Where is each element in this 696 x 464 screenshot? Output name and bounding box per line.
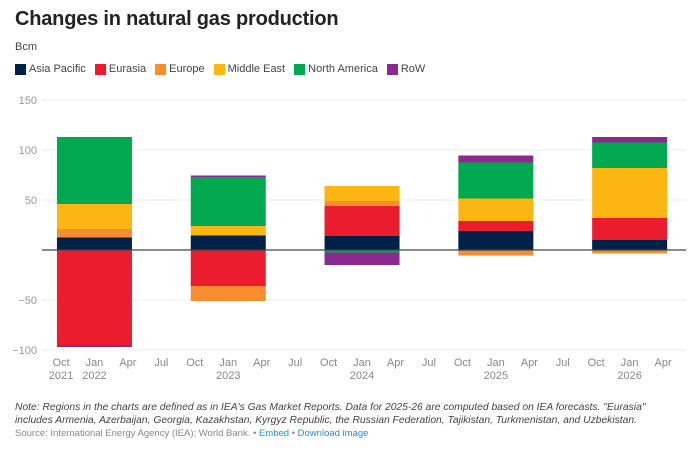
- bar-segment-middle-east: [458, 198, 534, 221]
- bar-segment-middle-east: [324, 186, 400, 201]
- bar-stack-2023: [190, 175, 266, 301]
- legend-item-middle-east[interactable]: Middle East: [213, 63, 286, 75]
- x-tick-label: Apr: [387, 357, 404, 369]
- x-tick-year-label: 2022: [82, 370, 106, 382]
- x-tick-label: Jul: [288, 357, 302, 369]
- bar-segment-row: [190, 175, 266, 177]
- legend-label: Europe: [169, 63, 205, 75]
- unit-label: Bcm: [15, 41, 37, 53]
- y-tick-label: 50: [25, 195, 37, 207]
- bar-segment-asia-pacific: [324, 236, 400, 250]
- bar-segment-row: [324, 252, 400, 265]
- x-tick-label: Jan: [621, 357, 639, 369]
- bar-segment-row: [56, 345, 132, 347]
- bar-segment-north-america: [324, 250, 400, 253]
- bar-stack-2026: [592, 137, 668, 254]
- x-tick-label: Apr: [253, 357, 270, 369]
- legend-label: Middle East: [227, 63, 286, 75]
- x-tick-label: Apr: [655, 357, 672, 369]
- separator: •: [289, 428, 298, 439]
- bar-segment-europe: [56, 229, 132, 238]
- x-tick-label: Jan: [86, 357, 104, 369]
- x-tick-year-label: 2024: [350, 370, 374, 382]
- bar-stack-2022: [56, 137, 132, 347]
- x-tick-label: Jul: [556, 357, 570, 369]
- legend-swatch: [15, 63, 26, 75]
- bar-segment-north-america: [592, 142, 668, 168]
- legend-item-asia-pacific[interactable]: Asia Pacific: [15, 63, 86, 75]
- bar-segment-europe: [458, 250, 534, 256]
- x-tick-label: Jan: [353, 357, 371, 369]
- x-tick-label: Jan: [219, 357, 237, 369]
- bar-segment-asia-pacific: [592, 240, 668, 250]
- legend-label: North America: [308, 63, 378, 75]
- legend-label: RoW: [400, 63, 426, 75]
- bar-segment-north-america: [56, 137, 132, 204]
- x-tick-label: Jan: [487, 357, 505, 369]
- bar-segment-eurasia: [324, 206, 400, 236]
- x-tick-label: Jul: [154, 357, 168, 369]
- legend-swatch: [94, 63, 106, 75]
- legend: Asia Pacific Eurasia Europe Middle East …: [15, 63, 425, 75]
- embed-link[interactable]: Embed: [258, 428, 290, 439]
- bar-segment-eurasia: [190, 250, 266, 286]
- bar-segment-row: [458, 155, 534, 163]
- legend-item-north-america[interactable]: North America: [294, 63, 378, 75]
- x-tick-year-label: 2026: [617, 370, 641, 382]
- legend-swatch: [386, 63, 398, 75]
- bar-segment-asia-pacific: [56, 237, 132, 250]
- legend-swatch: [294, 63, 306, 75]
- x-tick-year-label: 2021: [49, 370, 73, 382]
- x-tick-label: Oct: [454, 357, 471, 369]
- x-tick-label: Jul: [422, 357, 436, 369]
- bar-stack-2024: [324, 186, 400, 265]
- chart-note: Note: Regions in the charts are defined …: [15, 402, 646, 426]
- bar-segment-north-america: [190, 177, 266, 226]
- chart-title: Changes in natural gas production: [15, 8, 339, 30]
- bar-segment-asia-pacific: [458, 231, 534, 250]
- bar-segment-asia-pacific: [190, 235, 266, 250]
- x-tick-label: Oct: [320, 357, 337, 369]
- legend-label: Eurasia: [108, 63, 147, 75]
- bars: [56, 137, 668, 347]
- x-tick-label: Apr: [521, 357, 538, 369]
- x-tick-label: Oct: [52, 357, 69, 369]
- bar-segment-middle-east: [56, 204, 132, 229]
- bar-segment-middle-east: [190, 226, 266, 236]
- y-tick-label: −50: [18, 295, 37, 307]
- download-image-link[interactable]: Download image: [297, 428, 369, 439]
- bar-segment-europe: [324, 201, 400, 206]
- legend-label: Asia Pacific: [29, 63, 86, 75]
- bar-segment-eurasia: [592, 218, 668, 240]
- y-tick-label: 100: [19, 145, 37, 157]
- x-tick-label: Oct: [186, 357, 203, 369]
- legend-item-row[interactable]: RoW: [386, 63, 426, 75]
- y-axis-ticks: 150 100 50 −50 −100: [12, 95, 37, 357]
- legend-swatch: [213, 63, 225, 75]
- legend-item-europe[interactable]: Europe: [155, 63, 205, 75]
- bar-segment-europe: [190, 286, 266, 301]
- bar-segment-europe: [592, 250, 668, 254]
- legend-swatch: [155, 63, 167, 75]
- y-tick-label: 150: [19, 95, 37, 107]
- legend-item-eurasia[interactable]: Eurasia: [94, 63, 147, 75]
- y-tick-label: −100: [12, 345, 37, 357]
- bar-segment-eurasia: [56, 250, 132, 345]
- bar-segment-north-america: [458, 162, 534, 199]
- x-tick-year-label: 2025: [484, 370, 508, 382]
- x-tick-year-label: 2023: [216, 370, 240, 382]
- bar-segment-row: [592, 137, 668, 143]
- source-line: Source: International Energy Agency (IEA…: [15, 428, 368, 439]
- x-tick-label: Apr: [119, 357, 136, 369]
- bar-segment-eurasia: [458, 221, 534, 231]
- bar-segment-middle-east: [592, 168, 668, 218]
- source-text: Source: International Energy Agency (IEA…: [15, 428, 259, 439]
- x-tick-label: Oct: [588, 357, 605, 369]
- bar-stack-2025: [458, 155, 534, 256]
